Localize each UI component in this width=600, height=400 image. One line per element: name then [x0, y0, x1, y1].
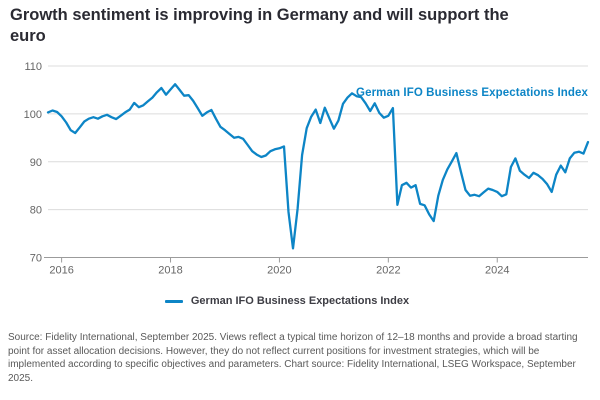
page-title: Growth sentiment is improving in Germany… — [10, 6, 509, 46]
y-tick-label: 110 — [24, 61, 42, 73]
data-series-line — [46, 83, 590, 250]
x-tick-label: 2022 — [376, 265, 400, 277]
chart-area: 110 100 90 80 70 2016 2018 2020 2022 2024 German … — [0, 56, 600, 288]
y-tick-label: 70 — [30, 253, 42, 265]
series-annotation: German IFO Business Expectations Index — [356, 87, 588, 99]
source-note: Source: Fidelity International, Septembe… — [8, 332, 578, 384]
legend-line-swatch — [164, 299, 183, 303]
x-tick-label: 2024 — [485, 265, 509, 277]
legend-label: German IFO Business Expectations Index — [190, 295, 410, 307]
x-tick-label: 2020 — [267, 265, 291, 277]
y-tick-label: 100 — [24, 109, 42, 121]
line-chart: 110 100 90 80 70 2016 2018 2020 2022 2024 — [24, 61, 590, 277]
legend: German IFO Business Expectations Index — [0, 295, 574, 307]
x-tick-label: 2016 — [49, 265, 73, 277]
x-tick-label: 2018 — [158, 265, 182, 277]
y-tick-label: 90 — [30, 157, 42, 169]
y-tick-label: 80 — [30, 205, 42, 217]
